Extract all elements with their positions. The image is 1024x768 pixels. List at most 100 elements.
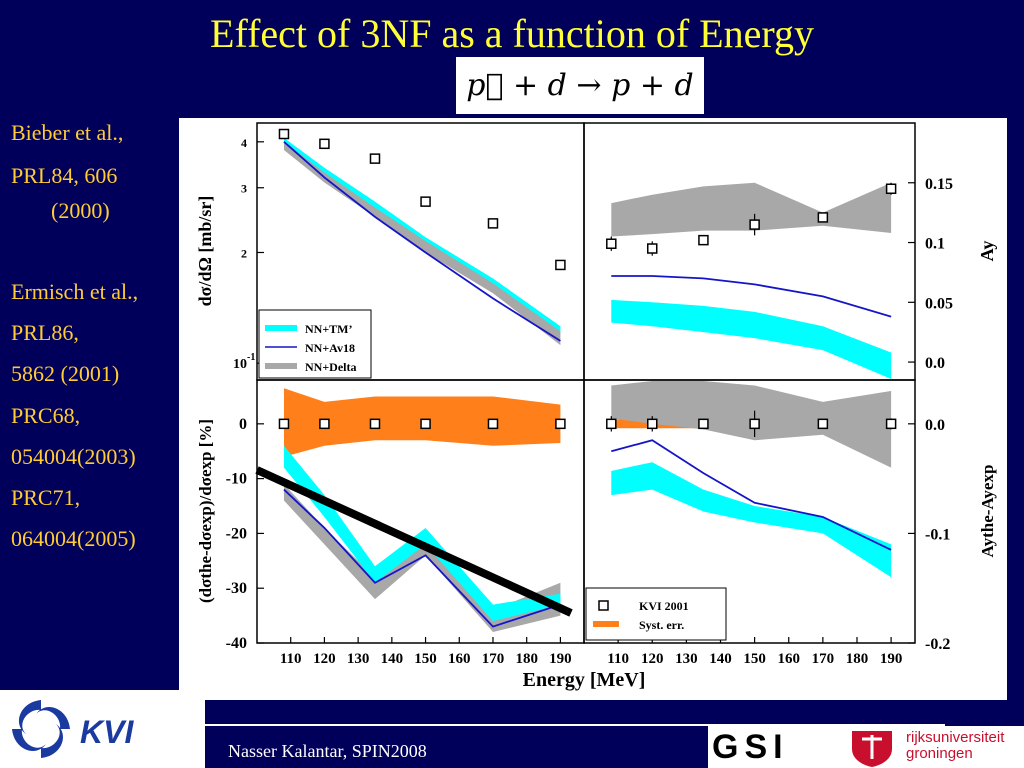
y-tick-label: -10 [226, 471, 247, 488]
reference-line: 054004(2003) [11, 444, 136, 469]
rug-crest-icon [852, 731, 892, 767]
reference-line: PRL86, [11, 320, 79, 345]
data-point [420, 418, 431, 430]
x-axis-label: Energy [MeV] [523, 669, 646, 691]
y-tick-label: 0.15 [925, 176, 953, 193]
data-point [817, 212, 829, 223]
x-tick-label: 180 [846, 651, 869, 667]
reference-line: PRL84, 606 [11, 163, 118, 188]
x-tick-label: 170 [482, 651, 505, 667]
legend-label: KVI 2001 [639, 599, 689, 613]
y-tick-label: -40 [226, 635, 247, 652]
reference-line: PRC68, [11, 403, 81, 428]
data-point [555, 259, 566, 271]
gsi-logo-text: GSI [712, 728, 789, 766]
annotation-line [255, 466, 573, 617]
band-nn-tm [283, 445, 561, 622]
data-point [606, 418, 617, 430]
x-tick-label: 120 [313, 651, 336, 667]
y-tick-label: 0.0 [925, 417, 945, 434]
data-point [646, 418, 658, 430]
rug-logo-line: groningen [906, 745, 973, 762]
legend-label: NN+Delta [305, 360, 357, 374]
data-point [487, 418, 499, 430]
x-tick-label: 190 [880, 651, 903, 667]
x-tick-label: 190 [549, 651, 572, 667]
x-tick-label: 110 [607, 651, 629, 667]
slide-title: Effect of 3NF as a function of Energy [210, 11, 814, 56]
data-point [698, 234, 709, 246]
data-point [555, 418, 566, 430]
y-tick-label: 0.05 [925, 295, 953, 312]
band-nn-tm [611, 462, 892, 578]
x-tick-label: 130 [347, 651, 370, 667]
y-tick-label: -0.1 [925, 526, 950, 543]
y-tick-label: 3 [241, 182, 247, 196]
y-tick-label: 10 [233, 357, 247, 372]
x-tick-label: 180 [515, 651, 538, 667]
x-tick-label: 160 [777, 651, 800, 667]
reference-line: PRC71, [11, 485, 81, 510]
x-tick-label: 160 [448, 651, 471, 667]
y-axis-label: Ay [977, 241, 997, 262]
y-tick-label: 2 [241, 246, 247, 260]
reference-line: Ermisch et al., [11, 279, 139, 304]
data-point [319, 138, 330, 150]
band-nn-delta [283, 141, 561, 346]
rug-logo-text: rijksuniversiteit groningen [906, 730, 1004, 762]
data-point [885, 418, 897, 430]
x-tick-label: 150 [414, 651, 437, 667]
data-point [749, 418, 760, 430]
reference-line: 5862 (2001) [11, 361, 120, 386]
data-point [420, 196, 431, 207]
kvi-logo: KVI [0, 690, 205, 768]
legend-label: NN+Av18 [305, 341, 355, 355]
y-tick-label: 0.1 [925, 236, 945, 253]
kvi-swirl-icon [12, 700, 70, 758]
reference-line: (2000) [51, 198, 110, 223]
reaction-formula: p⃗ + d → p + d [456, 57, 704, 114]
band-nn-delta [611, 182, 892, 237]
footer-divider [205, 724, 945, 726]
x-tick-label: 140 [709, 651, 732, 667]
x-tick-label: 110 [280, 651, 302, 667]
panel-frame [583, 379, 916, 644]
reference-line: 064004(2005) [11, 526, 136, 551]
legend-label: NN+TM’ [305, 322, 353, 336]
data-point [646, 243, 658, 254]
y-tick-label: -0.2 [925, 636, 950, 653]
data-point [319, 418, 330, 430]
rug-logo-line: rijksuniversiteit [906, 729, 1005, 746]
data-point [369, 418, 381, 430]
footer-author: Nasser Kalantar, SPIN2008 [228, 741, 427, 761]
gsi-logo: GSI [708, 726, 840, 768]
legend-box [585, 587, 727, 641]
line-nn-av18 [283, 141, 561, 342]
kvi-logo-text: KVI [80, 714, 134, 750]
rug-logo: rijksuniversiteit groningen [840, 726, 1024, 768]
data-point [817, 418, 829, 430]
data-point [369, 153, 381, 164]
figure-panel: 4 3 2 10 -1 dσ/dΩ [mb/sr] NN+TM’ NN+Av18 NN+Delt… [179, 118, 1007, 700]
panel-frame [583, 122, 916, 381]
data-point [487, 218, 499, 229]
line-nn-av18 [283, 488, 561, 628]
reference-line: Bieber et al., [11, 120, 124, 145]
y-tick-label: 0.0 [925, 355, 945, 372]
y-tick-label: -30 [226, 580, 247, 597]
data-point [885, 183, 897, 194]
data-point [278, 418, 290, 430]
data-point [278, 128, 290, 140]
chart-svg: 4 3 2 10 -1 dσ/dΩ [mb/sr] NN+TM’ NN+Av18 NN+Delt… [195, 122, 997, 691]
y-tick-label: -1 [247, 352, 255, 363]
y-axis-label: (dσthe-dσexp)/dσexp [%] [196, 419, 215, 603]
y-axis-label: Aythe-Ayexp [978, 465, 997, 558]
x-tick-label: 140 [381, 651, 404, 667]
y-tick-label: -20 [226, 525, 247, 542]
data-point [606, 238, 617, 249]
y-axis-label: dσ/dΩ [mb/sr] [195, 196, 215, 307]
legend-swatch [598, 600, 609, 611]
data-point [698, 418, 709, 430]
y-tick-label: 4 [241, 136, 247, 150]
x-tick-label: 170 [812, 651, 835, 667]
